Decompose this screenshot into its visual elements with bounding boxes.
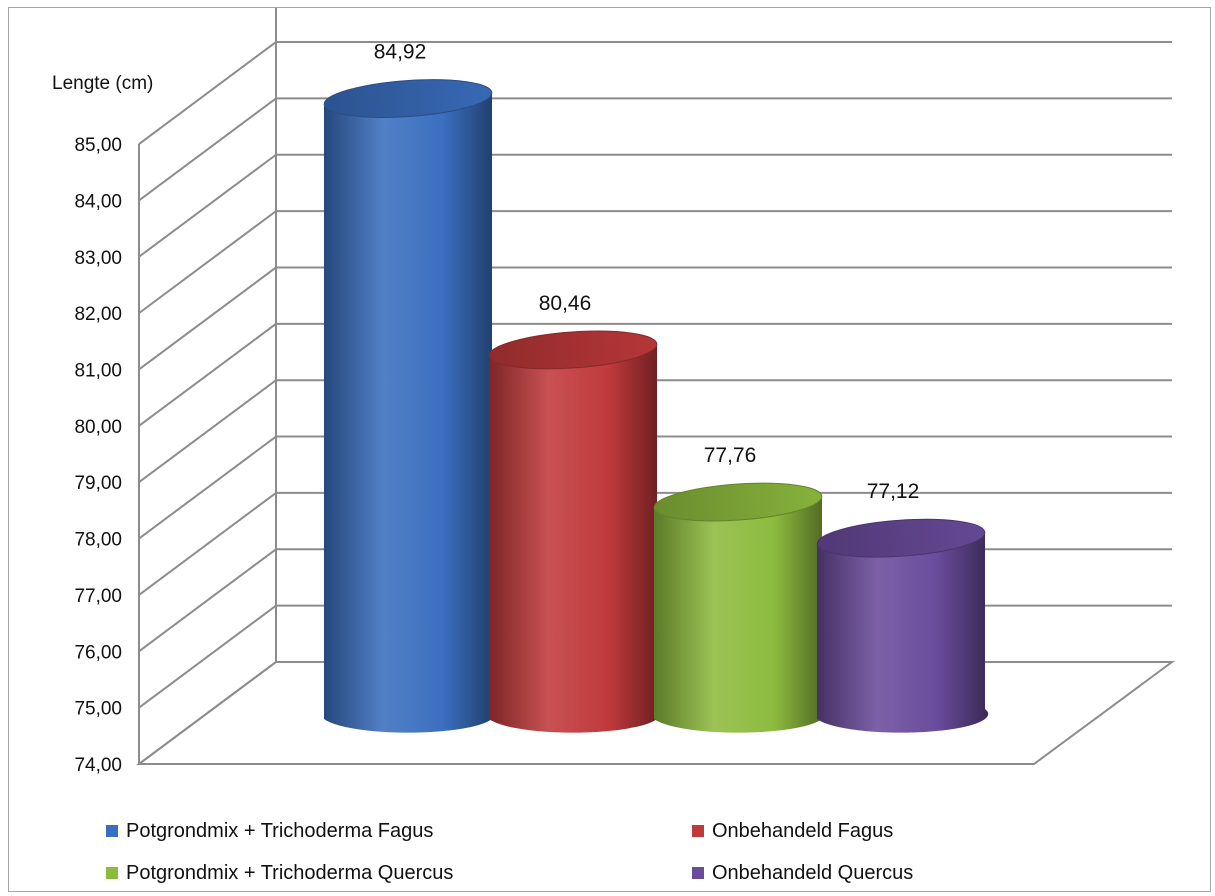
y-axis-ticks: 74,00 75,00 76,00 77,00 78,00 79,00 80,00 81,00… <box>74 135 122 776</box>
legend-label: Onbehandeld Quercus <box>712 862 913 884</box>
legend-item: Potgrondmix + Trichoderma Fagus <box>106 820 433 842</box>
legend: Potgrondmix + Trichoderma Fagus Onbehande… <box>106 820 913 884</box>
gridline-diagonal <box>138 492 277 596</box>
gridline-diagonal <box>138 266 277 371</box>
legend-item: Onbehandeld Fagus <box>692 820 893 842</box>
bar-top <box>323 79 493 118</box>
y-tick-label: 76,00 <box>74 642 122 663</box>
floor <box>135 661 1176 765</box>
y-tick-label: 82,00 <box>74 304 122 325</box>
chart-frame: Lengte (cm) 74,00 75,00 76,00 77,00 78,00 79,… <box>8 7 1211 892</box>
legend-label: Potgrondmix + Trichoderma Quercus <box>126 862 453 884</box>
y-tick-label: 84,00 <box>74 191 122 212</box>
data-label: 77,12 <box>867 480 920 503</box>
legend-item: Potgrondmix + Trichoderma Quercus <box>106 862 453 884</box>
legend-swatch <box>692 867 704 879</box>
gridline-diagonal <box>138 604 277 709</box>
y-tick-label: 85,00 <box>74 135 122 156</box>
y-tick-label: 81,00 <box>74 360 122 381</box>
gridline-diagonal <box>138 435 277 540</box>
bars <box>323 79 989 733</box>
gridline-diagonal <box>138 548 277 653</box>
legend-item: Onbehandeld Quercus <box>692 862 913 884</box>
data-label: 84,92 <box>374 41 427 64</box>
gridline-diagonal <box>138 153 277 258</box>
bar-top <box>816 518 986 558</box>
gridline-diagonal <box>138 41 277 145</box>
bar-body <box>489 344 661 733</box>
y-tick-label: 75,00 <box>74 699 122 720</box>
legend-label: Onbehandeld Fagus <box>712 820 893 842</box>
data-label: 77,76 <box>704 444 757 467</box>
y-tick-label: 74,00 <box>74 755 122 776</box>
legend-swatch <box>692 825 704 837</box>
gridline-diagonal <box>138 323 277 427</box>
y-axis-title: Lengte (cm) <box>52 73 153 94</box>
bar <box>816 518 989 733</box>
value-labels: 84,92 80,46 77,76 77,12 <box>374 41 920 504</box>
y-tick-label: 77,00 <box>74 586 122 607</box>
y-tick-label: 83,00 <box>74 248 122 269</box>
legend-label: Potgrondmix + Trichoderma Fagus <box>126 820 433 842</box>
legend-swatch <box>106 867 118 879</box>
bar-top <box>653 482 823 522</box>
bar <box>488 330 661 733</box>
gridline-diagonal <box>138 97 277 202</box>
bar-body <box>654 497 826 733</box>
y-tick-label: 78,00 <box>74 530 122 551</box>
y-tick-label: 79,00 <box>74 473 122 494</box>
bar-body <box>324 93 496 733</box>
gridline-diagonal <box>138 379 277 484</box>
bar <box>653 482 826 733</box>
chart: Lengte (cm) 74,00 75,00 76,00 77,00 78,00 79,… <box>52 8 1176 884</box>
gridline-diagonal <box>138 210 277 314</box>
y-tick-label: 80,00 <box>74 417 122 438</box>
bar-top <box>488 330 658 370</box>
bar-body <box>817 533 989 733</box>
bar <box>323 79 496 733</box>
data-label: 80,46 <box>539 292 592 315</box>
legend-swatch <box>106 825 118 837</box>
